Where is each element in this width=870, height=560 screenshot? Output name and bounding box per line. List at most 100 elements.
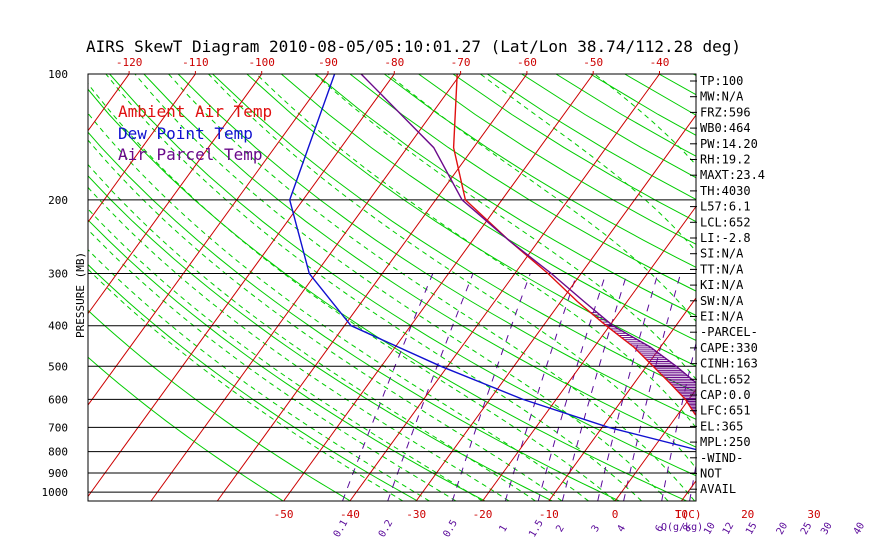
mixing-ratio-label: 0.2 [377, 518, 396, 539]
dry-adiabat [246, 74, 696, 367]
moist-adiabat [88, 163, 536, 501]
mixing-ratio-label: 2 [554, 523, 567, 534]
stat-entry: LFC:651 [700, 404, 751, 418]
stat-entry: NOT [700, 467, 722, 481]
mixing-ratio-label: 12 [721, 521, 737, 537]
moist-adiabat [88, 139, 563, 501]
stat-entry: FRZ:596 [700, 105, 751, 119]
top-temp-tick-label: -80 [384, 56, 404, 69]
pressure-tick-label: 300 [48, 268, 68, 281]
mixing-ratio-line [862, 274, 870, 502]
isotherm [748, 74, 870, 501]
top-temp-tick-label: -40 [650, 56, 670, 69]
mixing-ratio-label: 40 [852, 521, 868, 537]
top-temp-tick-label: -100 [248, 56, 275, 69]
stat-entry: CAPE:330 [700, 341, 758, 355]
isotherm [614, 388, 696, 501]
stat-entry: EL:365 [700, 419, 743, 433]
isotherm [548, 297, 696, 501]
y-axis-label: PRESSURE (MB) [74, 252, 87, 338]
pressure-tick-label: 800 [48, 446, 68, 459]
dry-adiabat [143, 74, 696, 448]
isotherm [482, 205, 696, 501]
mixing-ratio-line [451, 273, 531, 501]
mixing-ratio-label: 1 [497, 523, 510, 534]
stat-entry: SW:N/A [700, 294, 744, 308]
isotherm [88, 74, 263, 315]
bottom-temp-tick-label: -30 [406, 508, 426, 521]
mixing-ratio-line [537, 273, 607, 501]
stat-entry: CINH:163 [700, 357, 758, 371]
top-temp-tick-label: -50 [583, 56, 603, 69]
pressure-tick-label: 1000 [42, 486, 69, 499]
isotherm [88, 74, 196, 223]
mixing-ratio-label: 6 [654, 523, 667, 534]
series-dew-point-temp [288, 74, 696, 451]
isotherm [88, 74, 395, 498]
chart-title: AIRS SkewT Diagram 2010-08-05/05:10:01.2… [86, 37, 741, 56]
mixing-ratio-label: 10 [702, 521, 718, 537]
bottom-temp-tick-label: 10 [675, 508, 688, 521]
stat-entry: MAXT:23.4 [700, 168, 765, 182]
series-air-parcel-temp [360, 74, 696, 384]
bottom-temp-tick-label: -10 [539, 508, 559, 521]
dry-adiabat [865, 74, 870, 501]
dry-adiabat [658, 74, 696, 96]
mixing-ratio-line [809, 274, 841, 502]
dry-adiabat [88, 88, 687, 501]
dry-adiabat [88, 131, 620, 501]
mixing-ratio-label: 1.5 [527, 518, 546, 539]
moist-adiabat [88, 228, 457, 501]
mixing-ratio-label: 0.5 [441, 518, 460, 539]
stat-entry: MW:N/A [700, 90, 744, 104]
mixing-ratio-lines [342, 273, 870, 502]
mixing-ratio-line [784, 274, 819, 502]
legend-ambient-air-temp: Ambient Air Temp [118, 102, 272, 121]
stat-entry: WB0:464 [700, 121, 751, 135]
stat-entry: L57:6.1 [700, 200, 751, 214]
pressure-tick-label: 600 [48, 393, 68, 406]
mixing-ratio-label: 30 [819, 521, 835, 537]
stat-entry: SI:N/A [700, 247, 744, 261]
grid-layer [0, 74, 870, 502]
bottom-temp-tick-label: 0 [612, 508, 619, 521]
stat-entry: RH:19.2 [700, 153, 751, 167]
stat-entry: AVAIL [700, 482, 736, 496]
series-ambient-air-temp [452, 74, 696, 417]
mixing-ratio-line [623, 273, 682, 501]
moist-adiabat [88, 82, 616, 501]
pressure-tick-label: 500 [48, 360, 68, 373]
top-temp-tick-label: -120 [116, 56, 143, 69]
bottom-temp-tick-label: 30 [807, 508, 820, 521]
plot-frame [87, 73, 697, 502]
moist-adiabat [88, 248, 430, 501]
mixing-ratio-line [754, 274, 794, 502]
mixing-ratio-line [387, 273, 474, 501]
isotherm [283, 74, 594, 501]
stat-entry: -PARCEL- [700, 325, 758, 339]
mixing-ratio-label: 20 [775, 521, 791, 537]
stat-entry: TT:N/A [700, 262, 744, 276]
mixing-ratio-label: 15 [744, 521, 760, 537]
dry-adiabats [88, 74, 870, 501]
stat-entry: MPL:250 [700, 435, 751, 449]
stat-entry: LCL:652 [700, 215, 751, 229]
moist-adiabat [168, 74, 695, 501]
profile-series [288, 74, 696, 451]
pressure-tick-label: 100 [48, 68, 68, 81]
bottom-temp-tick-label: 20 [741, 508, 754, 521]
stat-entry: TP:100 [700, 74, 743, 88]
mixing-ratio-line [597, 273, 659, 501]
dry-adiabat [762, 74, 870, 501]
bottom-temp-tick-label: -40 [340, 508, 360, 521]
isotherm [814, 74, 870, 501]
isotherm [349, 74, 660, 501]
isotherm [415, 114, 696, 501]
top-temp-tick-label: -90 [318, 56, 338, 69]
bottom-temp-tick-label: -20 [473, 508, 493, 521]
moist-adiabat [480, 74, 696, 253]
dry-adiabat [88, 309, 351, 501]
isotherm [0, 74, 63, 501]
stat-entry: TH:4030 [700, 184, 751, 198]
